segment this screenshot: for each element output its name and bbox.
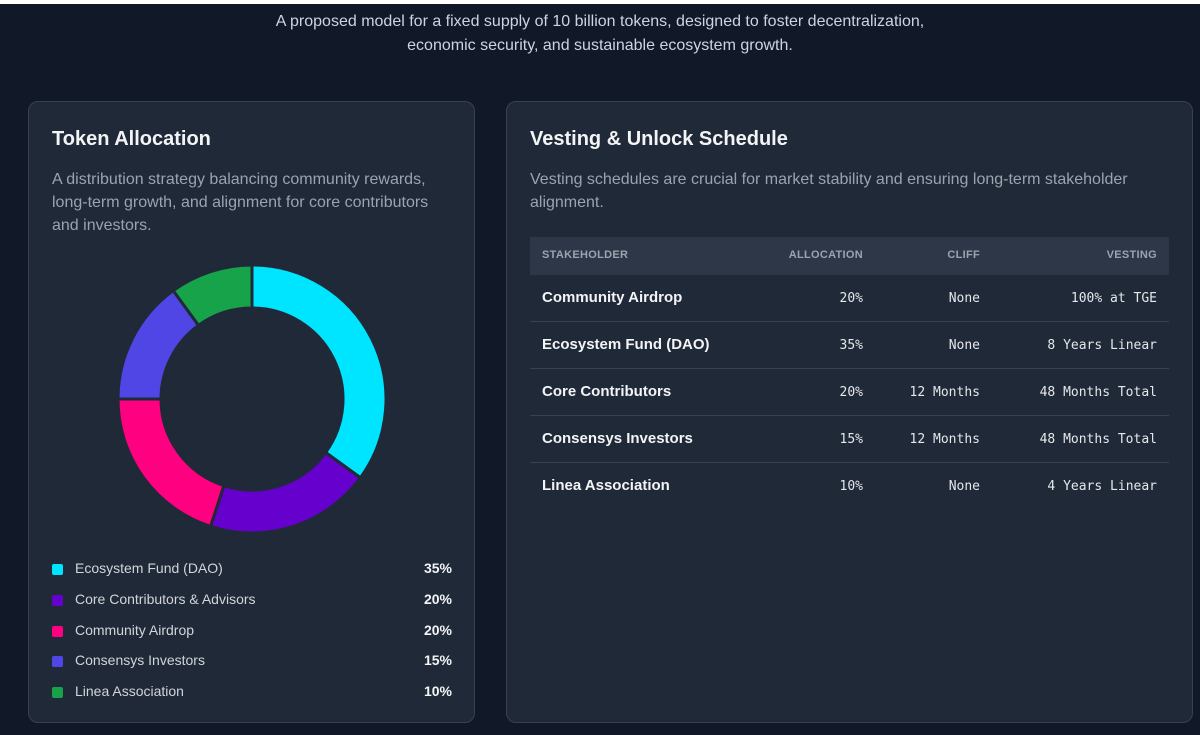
column-header-vesting: VESTING xyxy=(1106,249,1157,261)
legend-value: 35% xyxy=(423,560,452,576)
cell-vesting: 8 Years Linear xyxy=(1047,338,1157,353)
cell-stakeholder: Community Airdrop xyxy=(542,289,683,306)
cell-cliff: None xyxy=(948,338,980,353)
cell-vesting: 4 Years Linear xyxy=(1047,479,1157,494)
legend-item: Core Contributors & Advisors 20% xyxy=(52,588,452,619)
cell-allocation: 35% xyxy=(839,338,863,353)
cell-stakeholder: Core Contributors xyxy=(542,383,672,400)
top-edge xyxy=(0,0,1200,4)
legend-value: 15% xyxy=(423,652,452,669)
legend-swatch xyxy=(52,687,63,698)
column-header-stakeholder: STAKEHOLDER xyxy=(542,249,629,261)
allocation-donut-chart xyxy=(116,263,388,535)
table-header: STAKEHOLDER ALLOCATION CLIFF VESTING xyxy=(530,237,1169,275)
cell-allocation: 20% xyxy=(839,385,863,400)
legend-item: Community Airdrop 20% xyxy=(52,619,452,650)
table-row: Consensys Investors 15% 12 Months 48 Mon… xyxy=(530,416,1169,463)
token-allocation-card: Token Allocation A distribution strategy… xyxy=(28,101,475,723)
legend-label: Core Contributors & Advisors xyxy=(75,590,256,607)
legend-swatch xyxy=(52,625,63,637)
legend-label: Consensys Investors xyxy=(75,652,205,669)
legend-label: Linea Association xyxy=(75,683,184,699)
donut-slice xyxy=(250,263,388,480)
legend-label: Community Airdrop xyxy=(75,621,195,638)
legend-value: 20% xyxy=(423,590,452,607)
cell-cliff: None xyxy=(948,479,980,494)
cell-stakeholder: Consensys Investors xyxy=(542,430,693,447)
cell-cliff: 12 Months xyxy=(909,432,980,447)
donut-slice xyxy=(171,263,254,328)
legend-item: Linea Association 10% xyxy=(52,680,452,711)
cell-cliff: 12 Months xyxy=(909,385,980,400)
cell-allocation: 20% xyxy=(839,291,863,306)
legend-swatch xyxy=(52,594,63,606)
legend-item: Consensys Investors 15% xyxy=(52,649,452,680)
column-header-cliff: CLIFF xyxy=(947,249,980,261)
intro-line-2: economic security, and sustainable ecosy… xyxy=(407,37,793,54)
cell-stakeholder: Ecosystem Fund (DAO) xyxy=(542,336,710,353)
donut-slice xyxy=(116,397,226,529)
column-header-allocation: ALLOCATION xyxy=(788,249,863,261)
cell-stakeholder: Linea Association xyxy=(542,477,670,494)
legend-swatch xyxy=(52,656,63,668)
legend-swatch xyxy=(52,564,63,575)
cell-allocation: 15% xyxy=(839,432,863,447)
cell-cliff: None xyxy=(948,291,980,306)
vesting-table: STAKEHOLDER ALLOCATION CLIFF VESTING Com… xyxy=(530,237,1169,510)
cell-vesting: 48 Months Total xyxy=(1039,385,1157,400)
allocation-legend: Ecosystem Fund (DAO) 35% Core Contributo… xyxy=(52,557,452,711)
donut-slice xyxy=(208,450,363,535)
table-row: Community Airdrop 20% None 100% at TGE xyxy=(530,275,1169,322)
legend-item: Ecosystem Fund (DAO) 35% xyxy=(52,557,452,588)
table-row: Linea Association 10% None 4 Years Linea… xyxy=(530,463,1169,510)
token-allocation-description: A distribution strategy balancing commun… xyxy=(52,171,429,234)
legend-value: 10% xyxy=(423,683,452,699)
cell-allocation: 10% xyxy=(839,479,863,494)
table-row: Core Contributors 20% 12 Months 48 Month… xyxy=(530,369,1169,416)
cell-vesting: 48 Months Total xyxy=(1039,432,1157,447)
table-row: Ecosystem Fund (DAO) 35% None 8 Years Li… xyxy=(530,322,1169,369)
vesting-schedule-title: Vesting & Unlock Schedule xyxy=(530,128,788,150)
legend-value: 20% xyxy=(423,621,452,638)
vesting-schedule-card: Vesting & Unlock Schedule Vesting schedu… xyxy=(506,101,1193,723)
intro-line-1: A proposed model for a fixed supply of 1… xyxy=(275,13,925,30)
token-allocation-title: Token Allocation xyxy=(52,128,211,150)
cell-vesting: 100% at TGE xyxy=(1070,291,1157,306)
legend-label: Ecosystem Fund (DAO) xyxy=(75,560,223,576)
vesting-schedule-description: Vesting schedules are crucial for market… xyxy=(530,171,1128,211)
intro-text: A proposed model for a fixed supply of 1… xyxy=(0,10,1200,58)
